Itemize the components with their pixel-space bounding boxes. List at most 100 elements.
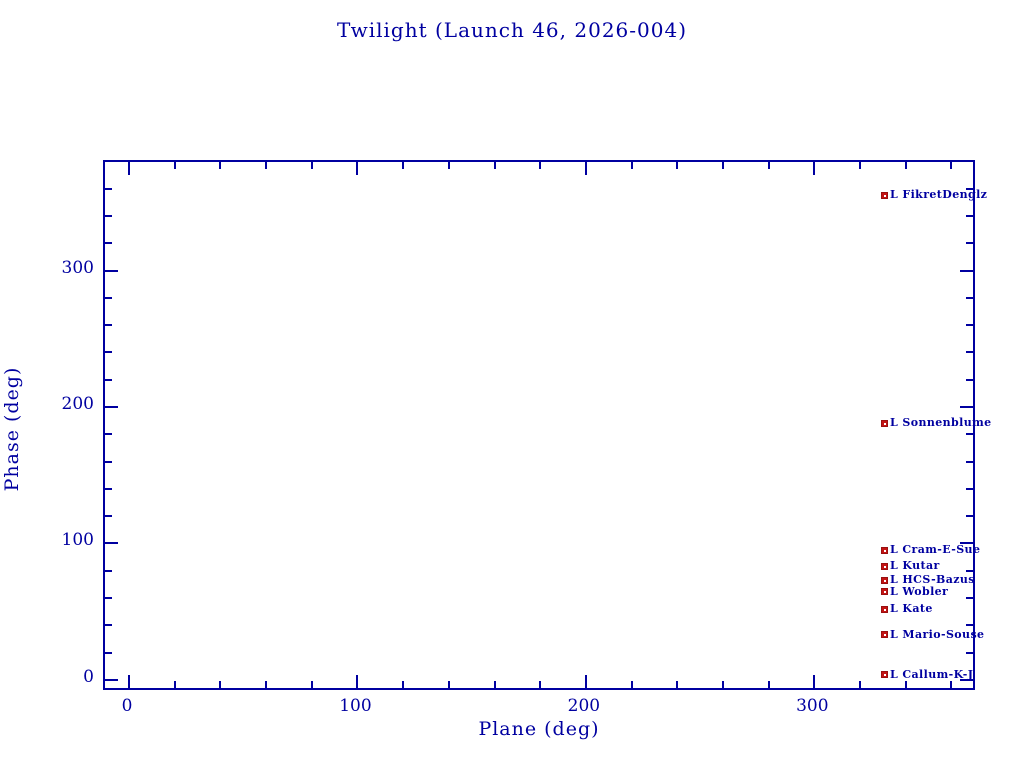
data-point-marker <box>880 605 888 613</box>
y-axis-tick <box>105 597 112 600</box>
y-axis-tick <box>960 406 973 408</box>
x-axis-tick <box>493 681 496 688</box>
x-axis-tick <box>676 681 679 688</box>
y-axis-tick <box>966 569 973 572</box>
y-axis-tick <box>105 214 112 217</box>
x-axis-tick <box>356 162 359 175</box>
y-axis-tick <box>105 433 112 436</box>
x-axis-tick <box>310 162 313 169</box>
y-axis-tick <box>960 678 973 681</box>
data-point-label: L Callum-K-J <box>890 667 974 681</box>
x-axis-tick <box>310 681 313 688</box>
y-axis-tick <box>966 487 973 490</box>
x-tick-label: 200 <box>567 696 601 716</box>
y-axis-tick <box>105 269 118 272</box>
x-axis-tick <box>630 162 633 169</box>
x-tick-label: 0 <box>121 696 133 716</box>
y-axis-tick <box>105 515 112 518</box>
x-axis-tick <box>539 162 542 169</box>
x-axis-tick <box>493 162 496 169</box>
y-axis-tick <box>105 678 118 681</box>
y-axis-tick <box>966 515 973 518</box>
y-axis-tick <box>105 242 112 245</box>
x-axis-tick <box>173 162 176 169</box>
marker-inner-dot <box>883 634 886 637</box>
y-axis-tick <box>966 597 973 600</box>
y-axis-tick <box>966 624 973 627</box>
marker-inner-dot <box>883 549 886 552</box>
x-tick-label: 300 <box>796 696 829 716</box>
y-axis-tick <box>105 460 112 463</box>
data-point-label: L Sonnenblume <box>890 416 992 430</box>
x-axis-tick <box>127 675 130 688</box>
data-point-label: L Kate <box>890 602 933 616</box>
x-axis-label: Plane (deg) <box>478 718 600 740</box>
x-axis-tick <box>904 162 907 169</box>
x-tick-label: 100 <box>339 696 372 716</box>
y-axis-tick <box>966 296 973 299</box>
x-axis-tick <box>265 681 268 688</box>
y-axis-tick <box>966 214 973 217</box>
marker-inner-dot <box>883 194 886 197</box>
data-point-marker <box>880 562 888 570</box>
y-axis-tick <box>105 324 112 327</box>
data-point-label: L FikretDenglz <box>890 188 988 202</box>
data-point-label: L Kutar <box>890 559 940 573</box>
y-axis-tick <box>966 351 973 354</box>
data-point-marker <box>880 588 888 596</box>
marker-inner-dot <box>883 579 886 582</box>
y-axis-tick <box>105 351 112 354</box>
data-point-label: L HCS-Bazus <box>890 573 975 587</box>
x-axis-tick <box>447 162 450 169</box>
x-axis-tick <box>813 675 816 688</box>
x-axis-tick <box>447 681 450 688</box>
data-point-marker <box>880 419 888 427</box>
y-axis-label: Phase (deg) <box>1 366 23 492</box>
x-axis-tick <box>859 681 862 688</box>
y-tick-label: 300 <box>61 257 94 278</box>
y-axis-tick <box>105 187 112 190</box>
y-axis-tick <box>105 569 112 572</box>
x-axis-tick <box>584 675 587 688</box>
x-axis-tick <box>904 681 907 688</box>
x-axis-tick <box>127 162 130 175</box>
marker-inner-dot <box>883 591 886 594</box>
x-axis-tick <box>265 162 268 169</box>
x-axis-tick <box>402 162 405 169</box>
y-tick-label: 200 <box>61 394 94 414</box>
y-axis-tick <box>966 460 973 463</box>
y-axis-tick <box>105 624 112 627</box>
x-axis-tick <box>219 162 222 169</box>
y-axis-tick <box>966 242 973 245</box>
x-axis-tick <box>721 681 724 688</box>
x-axis-tick <box>859 162 862 169</box>
y-axis-tick <box>105 296 112 299</box>
y-tick-label: 100 <box>61 530 94 551</box>
x-axis-tick <box>356 675 359 688</box>
x-axis-tick <box>584 162 587 175</box>
y-axis-tick <box>105 542 118 545</box>
data-point-label: L Wobler <box>890 585 949 599</box>
data-point-marker <box>880 546 888 554</box>
marker-inner-dot <box>883 674 886 677</box>
y-axis-tick <box>966 651 973 654</box>
marker-inner-dot <box>883 565 886 568</box>
chart-title: Twilight (Launch 46, 2026-004) <box>336 18 688 42</box>
y-axis-tick <box>960 542 973 545</box>
marker-inner-dot <box>883 422 886 425</box>
y-axis-tick <box>105 378 112 381</box>
x-axis-tick <box>676 162 679 169</box>
x-axis-tick <box>950 162 953 169</box>
y-axis-tick <box>960 269 973 272</box>
plot-area: L FikretDenglz L Sonnenblume L Cram-E-Sue L… <box>103 160 991 690</box>
y-axis-tick <box>105 406 118 408</box>
x-axis-tick <box>173 681 176 688</box>
data-point-marker <box>880 576 888 584</box>
y-axis-tick <box>966 378 973 381</box>
x-axis-tick <box>630 681 633 688</box>
data-point-marker <box>880 191 888 199</box>
y-axis-tick <box>105 651 112 654</box>
x-axis-tick <box>539 681 542 688</box>
x-axis-tick <box>767 162 770 169</box>
y-axis-tick <box>105 487 112 490</box>
